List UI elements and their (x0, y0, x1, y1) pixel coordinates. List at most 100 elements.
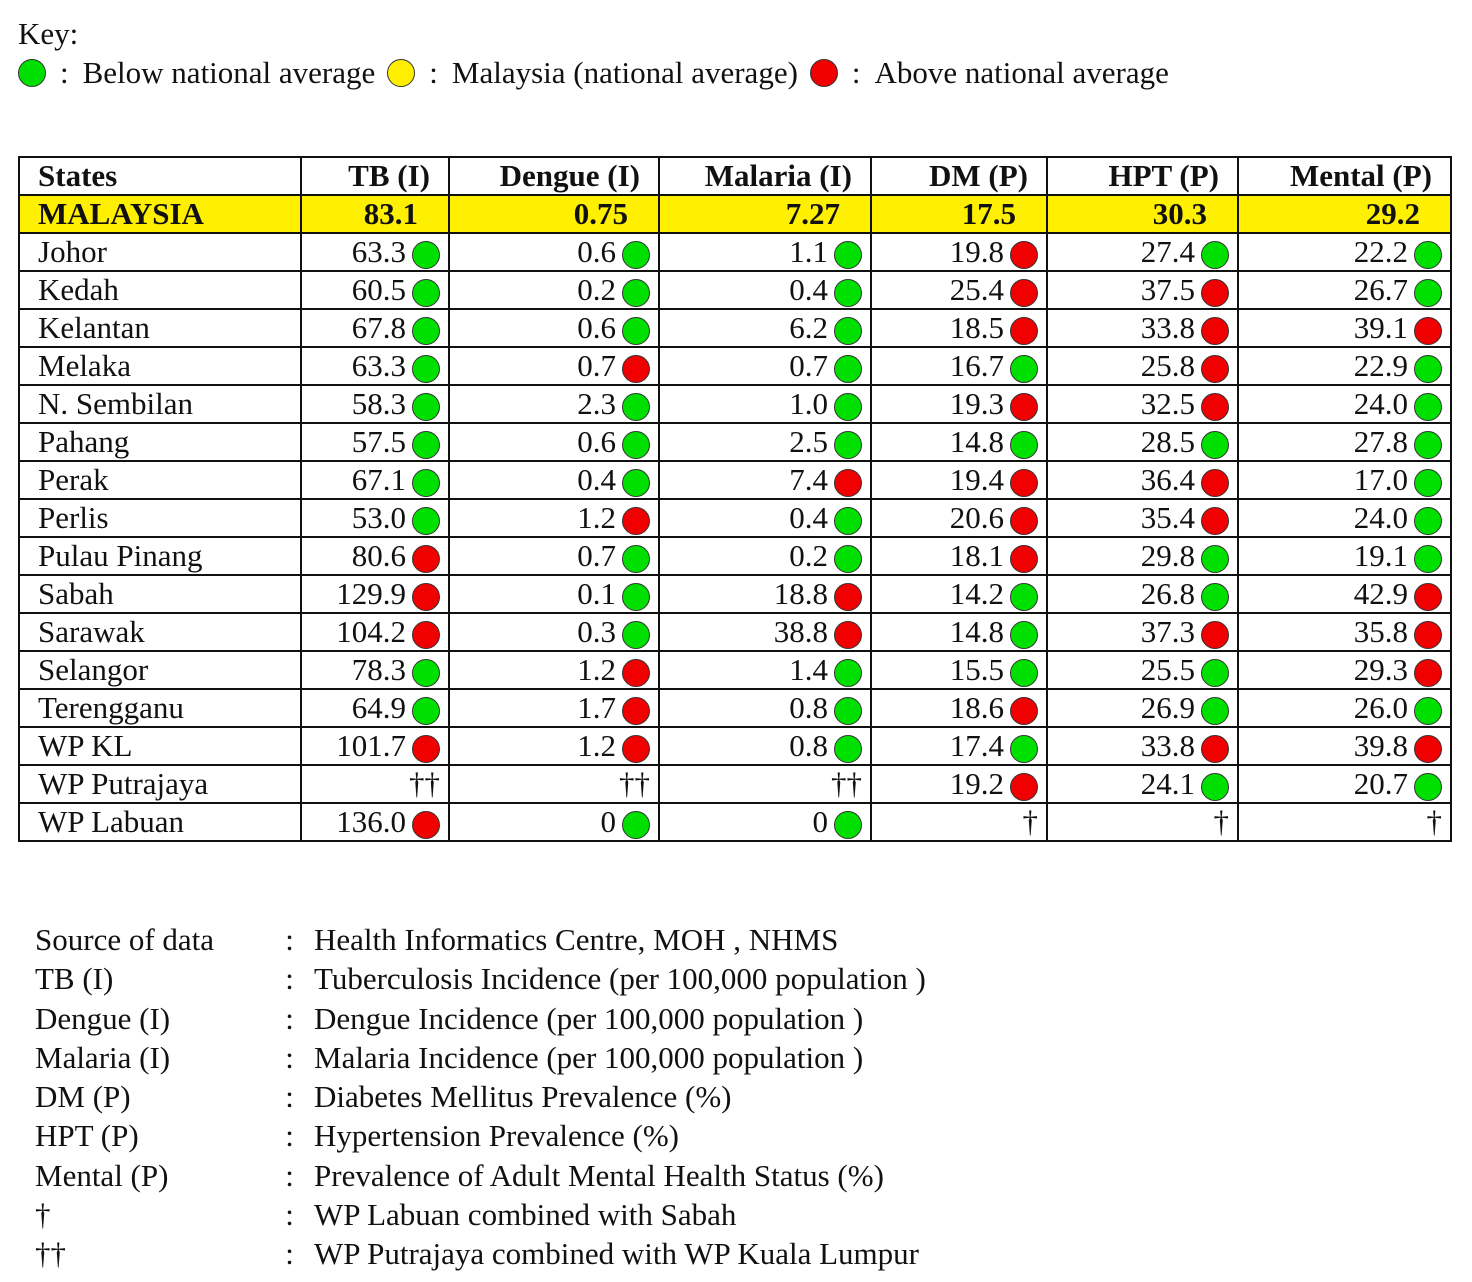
value-cell: 26.8 (1046, 574, 1239, 614)
key-item-above: : Above national average (809, 53, 1169, 93)
value-cell: 28.5 (1046, 422, 1239, 462)
value-text: 1.4 (789, 652, 828, 687)
value-text: †† (409, 766, 440, 801)
value-cell: 37.5 (1046, 270, 1239, 310)
red-dot-icon (412, 621, 440, 649)
value-text: 22.2 (1353, 234, 1408, 269)
value-text: 57.5 (351, 424, 406, 459)
key-colon: : (429, 55, 438, 90)
value-cell: 35.8 (1237, 612, 1452, 652)
value-text: 1.7 (577, 690, 616, 725)
value-text: 25.8 (1140, 348, 1195, 383)
green-dot-icon (622, 317, 650, 345)
national-value-cell: 30.3 (1046, 194, 1239, 234)
red-dot-icon (1201, 393, 1229, 421)
value-cell: †† (300, 764, 450, 804)
green-dot-icon (1201, 659, 1229, 687)
green-dot-icon (834, 735, 862, 763)
red-dot-icon (1201, 279, 1229, 307)
value-text: 0.4 (789, 500, 828, 535)
value-text: 39.8 (1353, 728, 1408, 763)
state-name-cell: WP KL (18, 726, 302, 766)
value-cell: 18.6 (870, 688, 1048, 728)
value-text: 67.1 (351, 462, 406, 497)
value-cell: 19.1 (1237, 536, 1452, 576)
value-cell: 136.0 (300, 802, 450, 842)
red-dot-icon (1414, 659, 1442, 687)
value-text: 29.8 (1140, 538, 1195, 573)
value-cell: 35.4 (1046, 498, 1239, 538)
green-dot-icon (1010, 735, 1038, 763)
value-cell: 24.0 (1237, 498, 1452, 538)
legend-description: WP Labuan combined with Sabah (314, 1197, 737, 1233)
value-text: 0.7 (789, 348, 828, 383)
legend-description: WP Putrajaya combined with WP Kuala Lump… (314, 1236, 919, 1272)
value-text: 0 (812, 804, 829, 839)
value-text: 0.3 (577, 614, 616, 649)
table-row: WP KL 101.7 1.2 0.8 17.4 33.8 39.8 (18, 726, 1452, 766)
legend-colon: : (285, 1039, 294, 1075)
green-dot-icon (834, 659, 862, 687)
value-cell: 37.3 (1046, 612, 1239, 652)
value-text: 129.9 (336, 576, 406, 611)
value-text: 24.1 (1140, 766, 1195, 801)
value-text: 22.9 (1353, 348, 1408, 383)
legend-row: DM (P): Diabetes Mellitus Prevalence (%) (35, 1077, 926, 1116)
national-average-row: MALAYSIA 83.1 0.75 7.27 17.5 30.3 29.2 (18, 194, 1452, 234)
legend-term: † (35, 1197, 51, 1233)
value-cell: 36.4 (1046, 460, 1239, 500)
value-text: 18.1 (949, 538, 1004, 573)
value-text: 19.3 (949, 386, 1004, 421)
value-text: †† (619, 766, 650, 801)
value-cell: 29.3 (1237, 650, 1452, 690)
value-cell: 0.1 (448, 574, 660, 614)
value-text: 0.7 (577, 538, 616, 573)
green-dot-icon (834, 241, 862, 269)
legend-row: Source of data: Health Informatics Centre… (35, 920, 926, 959)
red-dot-icon (1201, 317, 1229, 345)
green-dot-icon (1414, 773, 1442, 801)
table-row: WP Labuan 136.0 0 0 † † † (18, 802, 1452, 842)
value-cell: 6.2 (658, 308, 872, 348)
key-title: Key: (18, 16, 79, 51)
value-cell: 18.1 (870, 536, 1048, 576)
value-cell: 57.5 (300, 422, 450, 462)
red-dot-icon (1010, 507, 1038, 535)
state-name-cell: Selangor (18, 650, 302, 690)
key-label-below: Below national average (82, 55, 376, 90)
state-name-cell: Pulau Pinang (18, 536, 302, 576)
red-dot-icon (809, 59, 838, 87)
red-dot-icon (1414, 583, 1442, 611)
value-cell: 0.6 (448, 422, 660, 462)
green-dot-icon (412, 431, 440, 459)
value-cell: 32.5 (1046, 384, 1239, 424)
value-cell: 19.3 (870, 384, 1048, 424)
table-row: N. Sembilan 58.3 2.3 1.0 19.3 32.5 24.0 (18, 384, 1452, 424)
green-dot-icon (834, 431, 862, 459)
value-cell: 14.2 (870, 574, 1048, 614)
value-cell: 27.8 (1237, 422, 1452, 462)
value-cell: 33.8 (1046, 308, 1239, 348)
value-text: 0.1 (577, 576, 616, 611)
legend-row: Dengue (I): Dengue Incidence (per 100,000… (35, 999, 926, 1038)
red-dot-icon (1010, 697, 1038, 725)
legend-colon: : (285, 1000, 294, 1036)
value-cell: 0 (448, 802, 660, 842)
green-dot-icon (1201, 545, 1229, 573)
legend-colon: : (285, 922, 294, 957)
value-text: 27.4 (1140, 234, 1195, 269)
red-dot-icon (834, 621, 862, 649)
green-dot-icon (1010, 621, 1038, 649)
table-row: Sarawak 104.2 0.3 38.8 14.8 37.3 35.8 (18, 612, 1452, 652)
value-cell: 67.8 (300, 308, 450, 348)
state-name-cell: Perlis (18, 498, 302, 538)
red-dot-icon (1010, 393, 1038, 421)
legend-colon: : (285, 1197, 294, 1233)
value-text: 0.6 (577, 234, 616, 269)
value-text: 27.8 (1353, 424, 1408, 459)
value-text: 63.3 (351, 234, 406, 269)
state-name-cell: Johor (18, 232, 302, 272)
green-dot-icon (1414, 431, 1442, 459)
value-cell: 58.3 (300, 384, 450, 424)
table-row: Sabah 129.9 0.1 18.8 14.2 26.8 42.9 (18, 574, 1452, 614)
